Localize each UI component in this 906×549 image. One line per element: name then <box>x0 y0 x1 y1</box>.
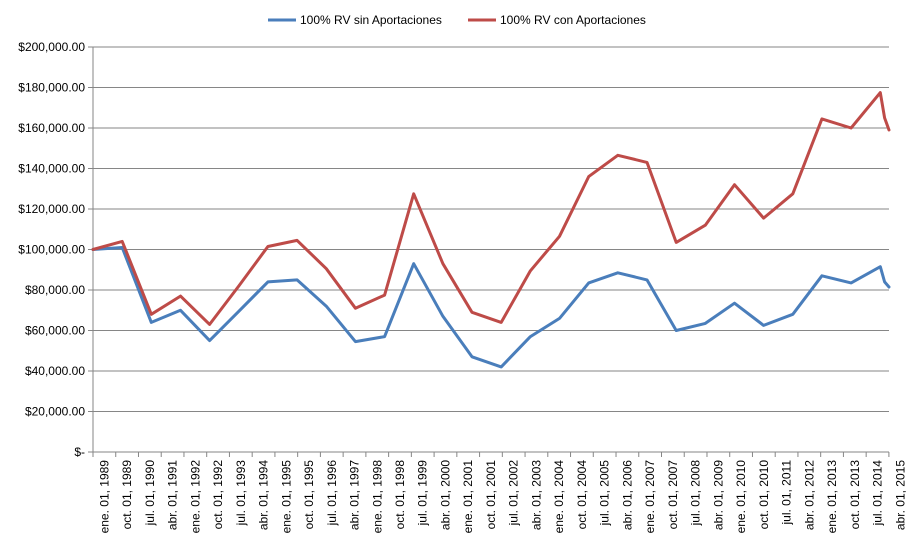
x-tick-label: jul. 01, 1996 <box>325 460 339 527</box>
series-lines <box>91 91 891 369</box>
x-tick-label: oct. 01, 2001 <box>484 460 498 530</box>
x-tick-label: ene. 01, 2007 <box>643 460 657 534</box>
x-tick-label: abr. 01, 2006 <box>620 460 634 530</box>
x-tick-label: abr. 01, 1994 <box>257 460 271 530</box>
y-tick-label: $40,000.00 <box>25 364 85 378</box>
gridlines <box>93 46 889 412</box>
x-tick-label: jul. 01, 1999 <box>416 460 430 527</box>
x-tick-label: abr. 01, 1997 <box>348 460 362 530</box>
y-tick-label: $80,000.00 <box>25 283 85 297</box>
x-tick-label: oct. 01, 2010 <box>757 460 771 530</box>
x-tick-label: abr. 01, 2003 <box>529 460 543 530</box>
y-axis: $- $20,000.00 $40,000.00 $60,000.00 $80,000.… <box>18 40 94 459</box>
x-tick-label: oct. 01, 2013 <box>848 460 862 530</box>
y-tick-label: $160,000.00 <box>18 121 85 135</box>
x-tick-label: jul. 01, 2002 <box>507 460 521 527</box>
y-tick-label: $60,000.00 <box>25 324 85 338</box>
x-tick-label: oct. 01, 1998 <box>393 460 407 530</box>
x-tick-label: abr. 01, 2009 <box>711 460 725 530</box>
x-tick-label: oct. 01, 2007 <box>666 460 680 530</box>
x-tick-label: oct. 01, 1992 <box>211 460 225 530</box>
y-tick-label: $120,000.00 <box>18 202 85 216</box>
x-tick-label: abr. 01, 2015 <box>893 460 906 530</box>
y-tick-label: $180,000.00 <box>18 81 85 95</box>
y-tick-label: $- <box>74 445 85 459</box>
x-tick-label: ene. 01, 1998 <box>370 460 384 534</box>
legend-label-con-aportaciones: 100% RV con Aportaciones <box>500 13 646 27</box>
x-tick-label: ene. 01, 2013 <box>825 460 839 534</box>
x-tick-label: ene. 01, 1992 <box>188 460 202 534</box>
series-line-con-aportaciones <box>91 91 891 326</box>
x-tick-label: jul. 01, 2014 <box>871 460 885 527</box>
x-tick-label: jul. 01, 2005 <box>598 460 612 527</box>
x-tick-label: jul. 01, 1993 <box>234 460 248 527</box>
x-tick-label: abr. 01, 2012 <box>802 460 816 530</box>
x-tick-label: jul. 01, 1990 <box>143 460 157 527</box>
x-tick-label: ene. 01, 1995 <box>279 460 293 534</box>
x-tick-label: abr. 01, 1991 <box>166 460 180 530</box>
x-tick-label: jul. 01, 2008 <box>689 460 703 527</box>
x-tick-label: oct. 01, 2004 <box>575 460 589 530</box>
x-tick-label: ene. 01, 1989 <box>97 460 111 534</box>
legend: 100% RV sin Aportaciones 100% RV con Apo… <box>268 13 646 27</box>
x-tick-label: ene. 01, 2001 <box>461 460 475 534</box>
x-tick-label: oct. 01, 1989 <box>120 460 134 530</box>
y-tick-label: $20,000.00 <box>25 405 85 419</box>
x-tick-label: oct. 01, 1995 <box>302 460 316 530</box>
x-tick-label: jul. 01, 2011 <box>780 460 794 526</box>
y-tick-label: $100,000.00 <box>18 243 85 257</box>
legend-label-sin-aportaciones: 100% RV sin Aportaciones <box>300 13 442 27</box>
x-tick-label: ene. 01, 2004 <box>552 460 566 534</box>
series-line-sin-aportaciones <box>91 246 891 369</box>
x-axis: ene. 01, 1989 oct. 01, 1989 jul. 01, 1990 a… <box>92 451 906 534</box>
x-tick-label: ene. 01, 2010 <box>734 460 748 534</box>
x-tick-label: abr. 01, 2000 <box>438 460 452 530</box>
y-tick-label: $140,000.00 <box>18 162 85 176</box>
y-tick-label: $200,000.00 <box>18 40 85 54</box>
